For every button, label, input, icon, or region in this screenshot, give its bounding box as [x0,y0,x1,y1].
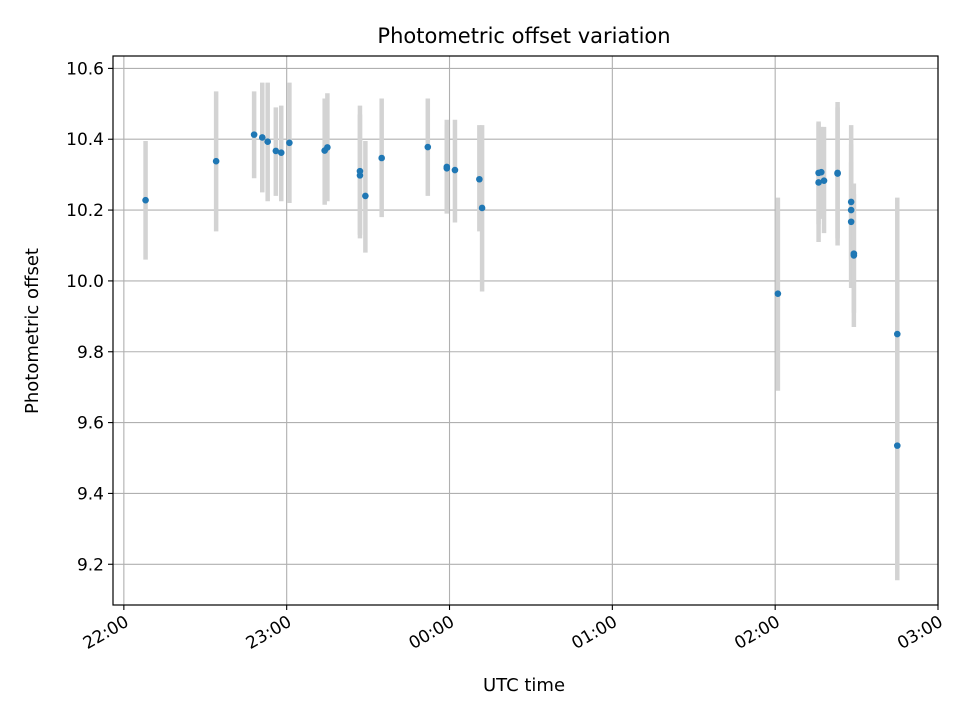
data-points [142,131,901,449]
data-point-9 [324,144,331,151]
y-tick-label-3: 9.8 [77,343,104,363]
data-point-21 [815,179,822,186]
data-point-29 [847,218,855,226]
y-tick-label-7: 10.6 [66,59,104,79]
data-point-32 [893,330,901,338]
data-point-13 [378,154,385,162]
y-tick-label-1: 9.4 [77,484,104,504]
data-point-3 [258,134,266,141]
y-axis-label: Photometric offset [22,248,43,414]
data-point-28 [847,206,855,214]
data-point-26 [834,169,841,177]
data-point-4 [264,138,271,146]
y-tick-label-5: 10.2 [66,201,104,221]
y-tick-label-4: 10.0 [66,272,104,292]
data-point-27 [847,198,855,206]
data-point-31 [850,250,858,257]
data-point-24 [820,177,828,184]
data-point-6 [277,149,285,156]
data-point-18 [476,175,483,183]
data-point-2 [250,131,258,138]
data-point-0 [142,196,149,204]
data-point-33 [893,442,901,449]
data-point-20 [774,290,782,297]
data-point-1 [212,157,220,165]
data-point-17 [451,166,459,174]
data-point-11 [356,167,364,175]
plot-frame [112,55,939,606]
data-point-23 [818,168,825,176]
y-tick-label-0: 9.2 [77,555,104,575]
x-axis-label: UTC time [483,675,565,696]
data-point-14 [424,143,432,151]
data-point-5 [272,147,280,155]
data-point-12 [362,192,369,200]
data-point-16 [443,164,451,172]
data-point-19 [478,204,486,212]
y-axis-ticks: 9.2 9.4 9.6 9.8 10.0 10.2 10.4 10.6 [66,59,113,575]
y-tick-label-2: 9.6 [77,414,104,434]
y-tick-label-6: 10.4 [66,130,104,150]
chart-title: Photometric offset variation [377,24,670,48]
data-point-7 [286,139,293,147]
